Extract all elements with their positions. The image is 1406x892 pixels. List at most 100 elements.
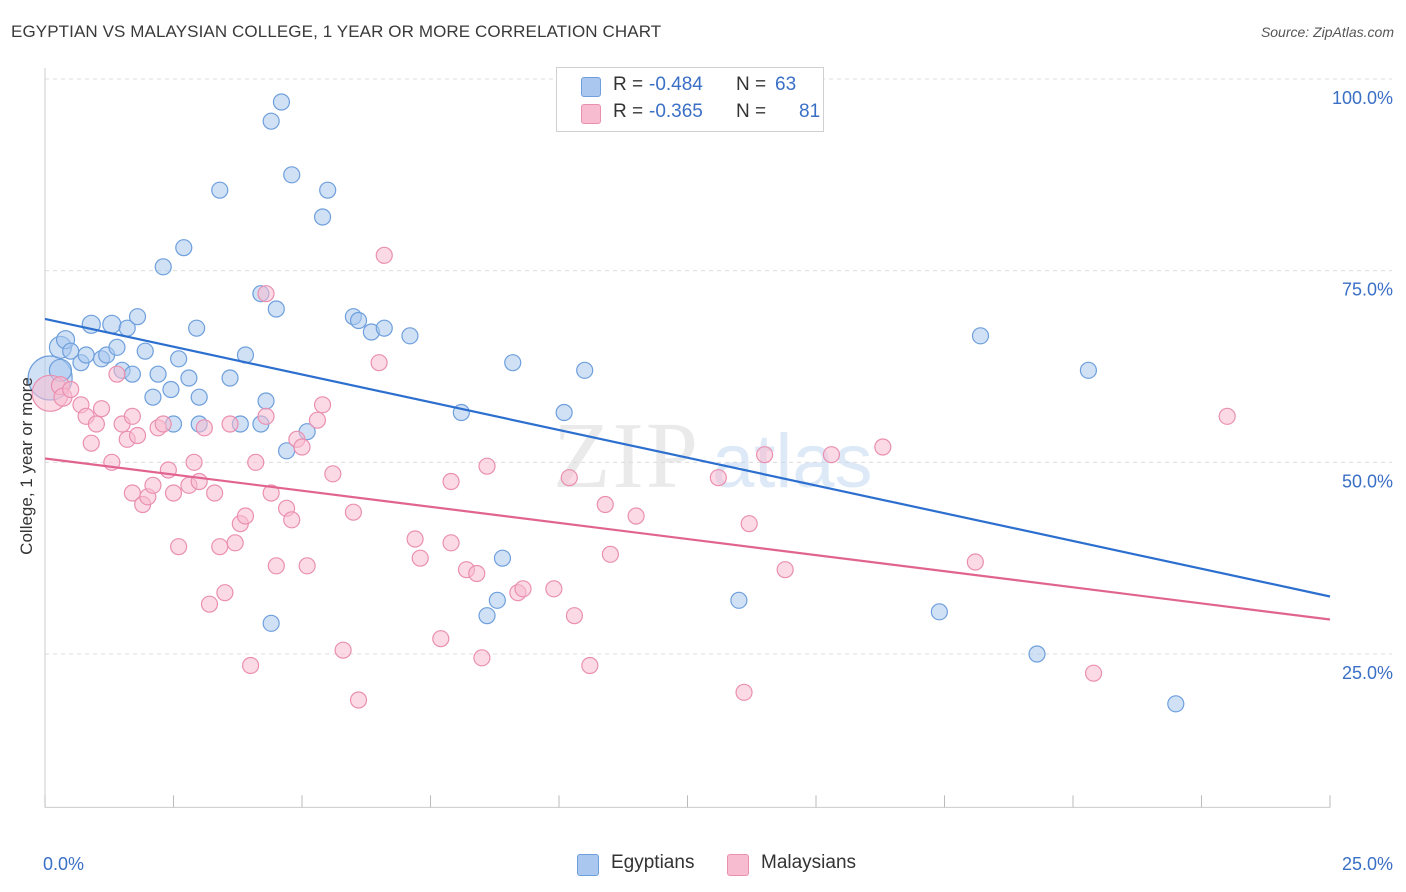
malaysians-point xyxy=(370,354,388,372)
egyptians-point xyxy=(144,388,162,406)
malaysians-point xyxy=(1218,407,1236,425)
x-tick-label: 25.0% xyxy=(1342,854,1393,874)
grid-lines xyxy=(45,78,1392,655)
malaysians-trend-line xyxy=(44,457,1331,621)
y-axis-label: College, 1 year or more xyxy=(17,377,36,555)
malaysians-point xyxy=(478,457,496,475)
egyptians-point xyxy=(576,361,594,379)
malaysians-point xyxy=(216,584,234,602)
malaysians-point xyxy=(247,453,265,471)
egyptians-point xyxy=(730,591,748,609)
malaysians-point xyxy=(211,538,229,556)
watermark-atlas: atlas xyxy=(712,419,873,504)
egyptians-point xyxy=(190,388,208,406)
egyptians-point xyxy=(971,327,990,345)
malaysians-point xyxy=(144,476,162,494)
egyptians-point xyxy=(313,208,332,226)
malaysians-point xyxy=(108,365,126,383)
malaysians-point xyxy=(267,557,285,575)
legend-r-label: R = xyxy=(613,74,644,95)
egyptians-point xyxy=(175,239,193,257)
malaysians-point xyxy=(735,683,753,701)
malaysians-point xyxy=(82,434,100,452)
x-tick-label: 0.0% xyxy=(43,854,84,874)
malaysians-point xyxy=(406,530,424,548)
trend-lines xyxy=(44,317,1331,621)
malaysians-point xyxy=(200,595,219,613)
malaysians-point xyxy=(298,557,316,575)
malaysians-points xyxy=(31,246,1236,709)
legend-n-label: N = xyxy=(736,74,767,95)
malaysians-point xyxy=(164,484,183,502)
malaysians-point xyxy=(128,426,147,445)
malaysians-point xyxy=(442,472,460,491)
tick-labels: 25.0% 50.0% 75.0% 100.0% 0.0% 25.0% xyxy=(43,88,1393,874)
malaysians-point xyxy=(154,415,172,433)
malaysians-point xyxy=(283,511,301,529)
malaysians-point xyxy=(257,407,275,425)
egyptians-point xyxy=(272,93,291,111)
malaysians-point xyxy=(313,396,332,414)
malaysians-point xyxy=(257,285,275,303)
egyptians-point xyxy=(493,549,512,567)
malaysians-point xyxy=(755,446,774,464)
malaysians-point xyxy=(468,564,486,583)
egyptians-point xyxy=(267,300,285,318)
malaysians-point xyxy=(874,438,892,456)
malaysians-point xyxy=(1084,664,1103,682)
malaysians-point xyxy=(226,534,244,552)
malaysians-point xyxy=(62,380,80,399)
malaysians-point xyxy=(293,438,311,456)
malaysians-swatch xyxy=(581,104,601,124)
y-tick-label: 75.0% xyxy=(1342,280,1393,300)
malaysians-legend-swatch xyxy=(727,854,749,876)
malaysians-point xyxy=(206,484,224,502)
legend-n-value: 81 xyxy=(799,101,821,122)
egyptians-point xyxy=(188,319,206,337)
egyptians-point xyxy=(349,311,368,330)
malaysians-point xyxy=(92,400,111,418)
malaysians-point xyxy=(190,472,208,491)
malaysians-point xyxy=(740,515,758,533)
malaysians-point xyxy=(123,407,141,425)
malaysians-point xyxy=(375,246,393,264)
legend-n-label: N = xyxy=(736,101,767,122)
egyptians-point xyxy=(375,319,393,337)
source-credit: Source: ZipAtlas.com xyxy=(1260,24,1394,40)
egyptians-point xyxy=(555,403,573,422)
egyptians-point xyxy=(123,365,141,383)
egyptians-legend-label: Egyptians xyxy=(611,852,695,873)
egyptians-point xyxy=(283,166,301,184)
malaysians-point xyxy=(262,484,280,502)
malaysians-point xyxy=(411,549,429,567)
egyptians-point xyxy=(154,258,172,276)
malaysians-point xyxy=(627,507,645,525)
malaysians-point xyxy=(344,503,362,521)
egyptians-legend-swatch xyxy=(577,854,599,876)
malaysians-point xyxy=(581,656,599,675)
malaysians-legend-label: Malaysians xyxy=(761,852,857,873)
egyptians-point xyxy=(478,607,496,625)
malaysians-point xyxy=(514,580,532,598)
axes xyxy=(44,68,1331,808)
malaysians-point xyxy=(185,453,203,471)
egyptians-point xyxy=(262,614,280,632)
malaysians-point xyxy=(308,411,327,429)
y-tick-label: 100.0% xyxy=(1332,88,1393,108)
egyptians-point xyxy=(488,591,506,609)
chart-title: EGYPTIAN VS MALAYSIAN COLLEGE, 1 YEAR OR… xyxy=(11,22,662,41)
stats-legend: R = -0.484 N = 63 R = -0.365 N = 81 xyxy=(556,67,824,132)
egyptians-point xyxy=(1079,361,1098,379)
egyptians-point xyxy=(180,369,198,387)
egyptians-point xyxy=(108,338,126,356)
egyptians-points xyxy=(27,93,1185,713)
y-tick-label: 25.0% xyxy=(1342,663,1393,683)
egyptians-point xyxy=(221,369,239,387)
egyptians-point xyxy=(136,342,154,360)
malaysians-point xyxy=(242,656,260,675)
egyptians-point xyxy=(1028,645,1046,663)
egyptians-point xyxy=(262,112,280,130)
malaysians-point xyxy=(776,561,794,579)
egyptians-point xyxy=(257,392,275,410)
